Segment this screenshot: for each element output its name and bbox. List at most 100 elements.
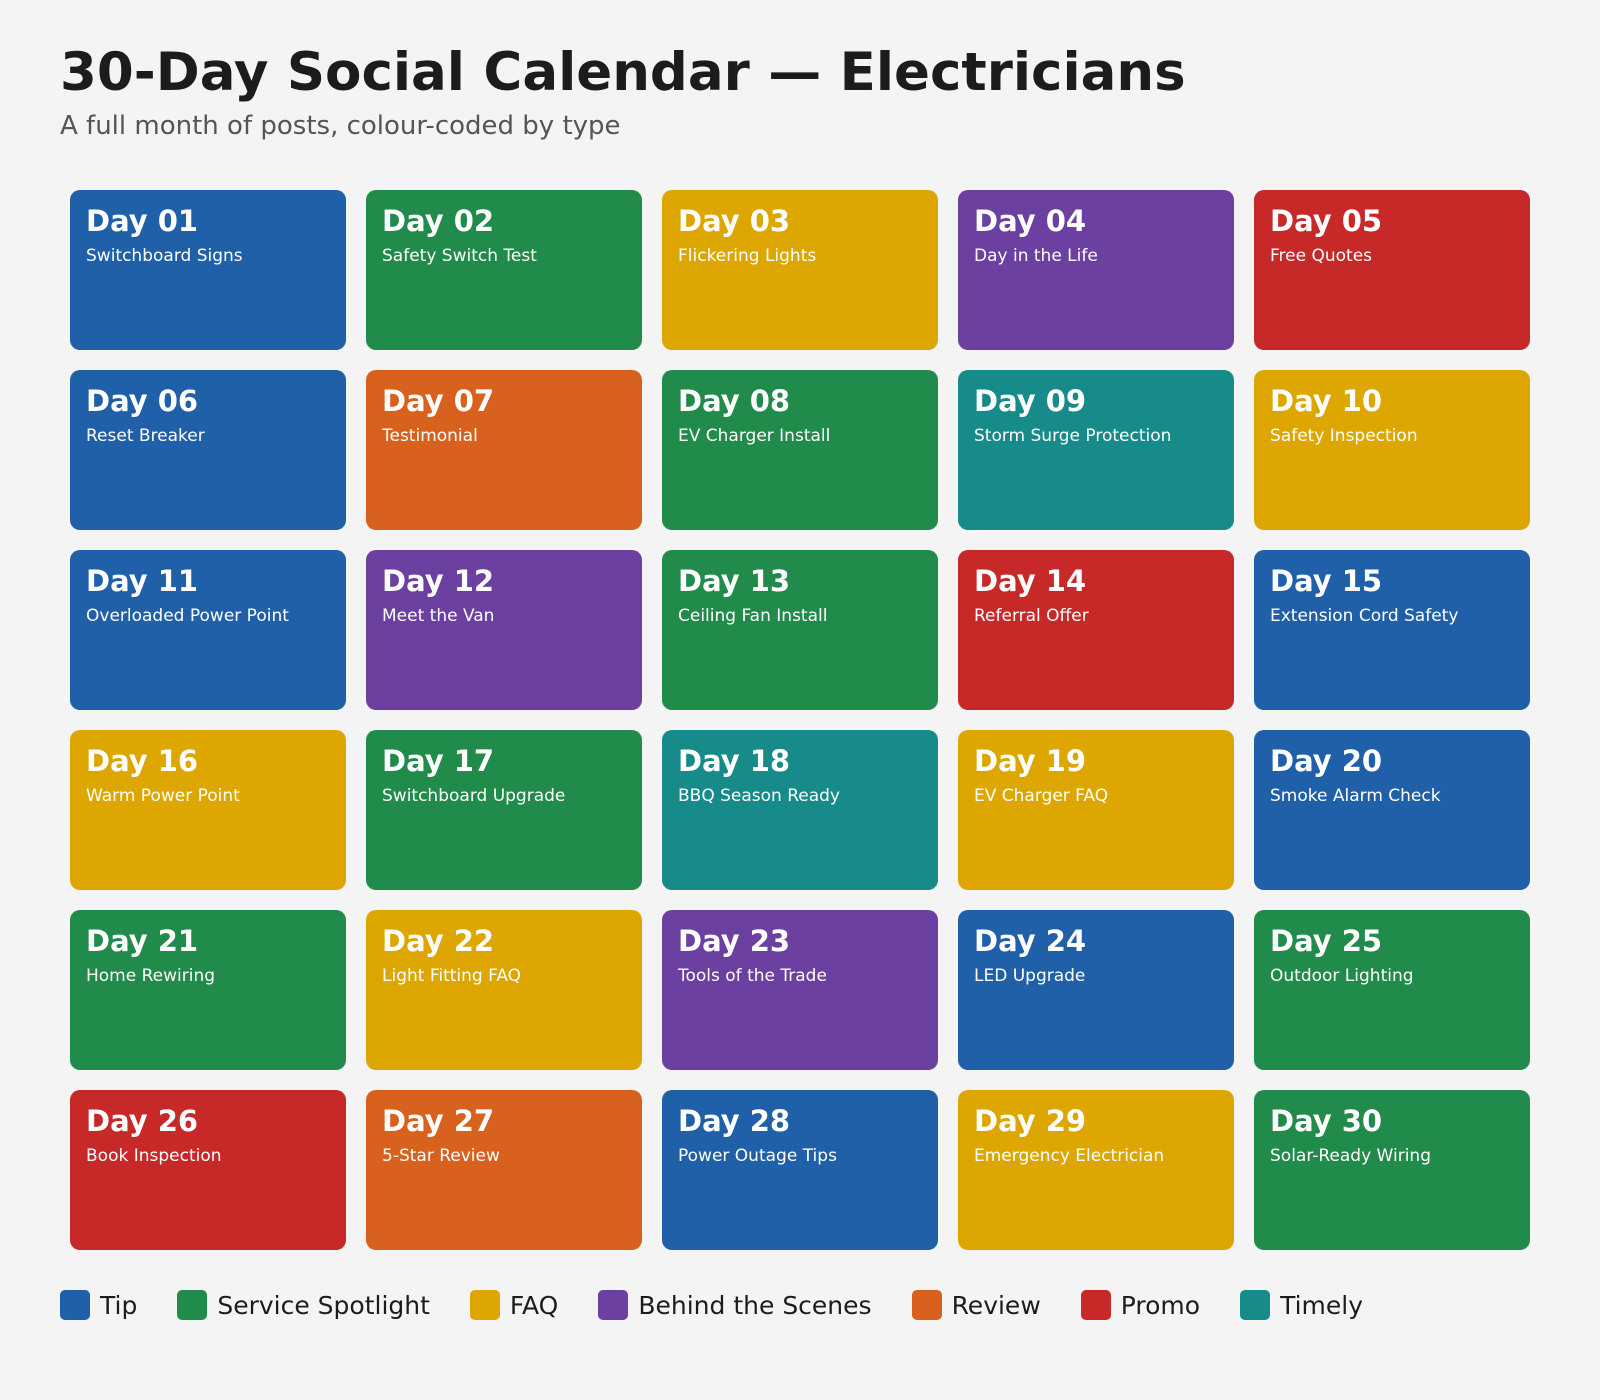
legend-item: Review	[911, 1290, 1041, 1320]
day-card[interactable]: Day 13 Ceiling Fan Install	[662, 550, 938, 710]
post-topic: Home Rewiring	[86, 966, 216, 986]
post-topic: Switchboard Upgrade	[382, 786, 566, 806]
day-number: Day 14	[974, 564, 1087, 598]
post-topic: LED Upgrade	[974, 966, 1086, 986]
day-number: Day 07	[382, 384, 495, 418]
day-card[interactable]: Day 22 Light Fitting FAQ	[366, 910, 642, 1070]
day-card[interactable]: Day 28 Power Outage Tips	[662, 1090, 938, 1250]
legend-item: Service Spotlight	[177, 1290, 430, 1320]
legend-swatch	[911, 1290, 942, 1320]
day-number: Day 23	[678, 924, 791, 958]
post-topic: Book Inspection	[86, 1146, 222, 1166]
post-topic: Safety Switch Test	[382, 246, 537, 266]
legend-label: Review	[951, 1290, 1041, 1320]
post-topic: Tools of the Trade	[678, 966, 827, 986]
post-topic: Warm Power Point	[86, 786, 240, 806]
day-number: Day 17	[382, 744, 495, 778]
day-card[interactable]: Day 04 Day in the Life	[958, 190, 1234, 350]
day-number: Day 28	[678, 1104, 791, 1138]
day-card[interactable]: Day 17 Switchboard Upgrade	[366, 730, 642, 890]
legend-label: Timely	[1280, 1290, 1364, 1320]
day-number: Day 05	[1270, 204, 1383, 238]
legend-label: Promo	[1120, 1290, 1201, 1320]
day-card[interactable]: Day 18 BBQ Season Ready	[662, 730, 938, 890]
day-number: Day 27	[382, 1104, 495, 1138]
post-topic: Solar-Ready Wiring	[1270, 1146, 1431, 1166]
day-number: Day 15	[1270, 564, 1383, 598]
post-topic: Extension Cord Safety	[1270, 606, 1459, 626]
post-topic: Switchboard Signs	[86, 246, 243, 266]
page-title: 30-Day Social Calendar — Electricians	[60, 42, 1186, 103]
post-topic: Free Quotes	[1270, 246, 1373, 266]
legend-item: Behind the Scenes	[598, 1290, 872, 1320]
day-number: Day 04	[974, 204, 1087, 238]
day-number: Day 08	[678, 384, 791, 418]
post-topic: 5-Star Review	[382, 1146, 500, 1166]
day-card[interactable]: Day 16 Warm Power Point	[70, 730, 346, 890]
day-card[interactable]: Day 03 Flickering Lights	[662, 190, 938, 350]
day-number: Day 09	[974, 384, 1087, 418]
day-card[interactable]: Day 09 Storm Surge Protection	[958, 370, 1234, 530]
day-card[interactable]: Day 07 Testimonial	[366, 370, 642, 530]
day-card[interactable]: Day 15 Extension Cord Safety	[1254, 550, 1530, 710]
post-topic: Meet the Van	[382, 606, 495, 626]
day-card[interactable]: Day 05 Free Quotes	[1254, 190, 1530, 350]
day-number: Day 02	[382, 204, 495, 238]
legend: Tip Service Spotlight FAQ Behind the Scenes…	[60, 1290, 1363, 1320]
day-card[interactable]: Day 14 Referral Offer	[958, 550, 1234, 710]
post-topic: Power Outage Tips	[678, 1146, 837, 1166]
post-topic: Reset Breaker	[86, 426, 205, 446]
page-subtitle: A full month of posts, colour-coded by t…	[60, 111, 621, 141]
post-topic: Testimonial	[382, 426, 478, 446]
day-card[interactable]: Day 21 Home Rewiring	[70, 910, 346, 1070]
calendar-grid: Day 01 Switchboard Signs Day 02 Safety Swit…	[70, 190, 1531, 1250]
post-topic: EV Charger Install	[678, 426, 831, 446]
post-topic: Day in the Life	[974, 246, 1098, 266]
day-number: Day 12	[382, 564, 495, 598]
day-card[interactable]: Day 30 Solar-Ready Wiring	[1254, 1090, 1530, 1250]
post-topic: Emergency Electrician	[974, 1146, 1165, 1166]
day-card[interactable]: Day 26 Book Inspection	[70, 1090, 346, 1250]
day-number: Day 25	[1270, 924, 1383, 958]
day-number: Day 24	[974, 924, 1087, 958]
day-number: Day 18	[678, 744, 791, 778]
day-number: Day 06	[86, 384, 199, 418]
day-number: Day 03	[678, 204, 791, 238]
day-number: Day 21	[86, 924, 199, 958]
day-number: Day 22	[382, 924, 495, 958]
day-number: Day 16	[86, 744, 199, 778]
day-number: Day 29	[974, 1104, 1087, 1138]
day-card[interactable]: Day 24 LED Upgrade	[958, 910, 1234, 1070]
legend-item: Tip	[60, 1290, 137, 1320]
day-card[interactable]: Day 01 Switchboard Signs	[70, 190, 346, 350]
legend-label: Tip	[100, 1290, 138, 1320]
post-topic: Flickering Lights	[678, 246, 817, 266]
post-topic: BBQ Season Ready	[678, 786, 840, 806]
day-card[interactable]: Day 29 Emergency Electrician	[958, 1090, 1234, 1250]
post-topic: Referral Offer	[974, 606, 1089, 626]
legend-item: FAQ	[469, 1290, 559, 1320]
day-card[interactable]: Day 23 Tools of the Trade	[662, 910, 938, 1070]
day-number: Day 20	[1270, 744, 1383, 778]
day-card[interactable]: Day 12 Meet the Van	[366, 550, 642, 710]
day-card[interactable]: Day 20 Smoke Alarm Check	[1254, 730, 1530, 890]
post-topic: Storm Surge Protection	[974, 426, 1172, 446]
day-card[interactable]: Day 11 Overloaded Power Point	[70, 550, 346, 710]
post-topic: Smoke Alarm Check	[1270, 786, 1441, 806]
day-card[interactable]: Day 27 5-Star Review	[366, 1090, 642, 1250]
day-number: Day 11	[86, 564, 199, 598]
day-card[interactable]: Day 10 Safety Inspection	[1254, 370, 1530, 530]
post-topic: Outdoor Lighting	[1270, 966, 1414, 986]
day-card[interactable]: Day 06 Reset Breaker	[70, 370, 346, 530]
day-card[interactable]: Day 25 Outdoor Lighting	[1254, 910, 1530, 1070]
legend-label: Behind the Scenes	[638, 1290, 872, 1320]
legend-swatch	[598, 1290, 629, 1320]
day-card[interactable]: Day 08 EV Charger Install	[662, 370, 938, 530]
day-card[interactable]: Day 02 Safety Switch Test	[366, 190, 642, 350]
legend-swatch	[1080, 1290, 1111, 1320]
post-topic: Ceiling Fan Install	[678, 606, 828, 626]
day-card[interactable]: Day 19 EV Charger FAQ	[958, 730, 1234, 890]
legend-swatch	[60, 1290, 90, 1320]
legend-label: FAQ	[509, 1290, 559, 1320]
day-number: Day 01	[86, 204, 199, 238]
